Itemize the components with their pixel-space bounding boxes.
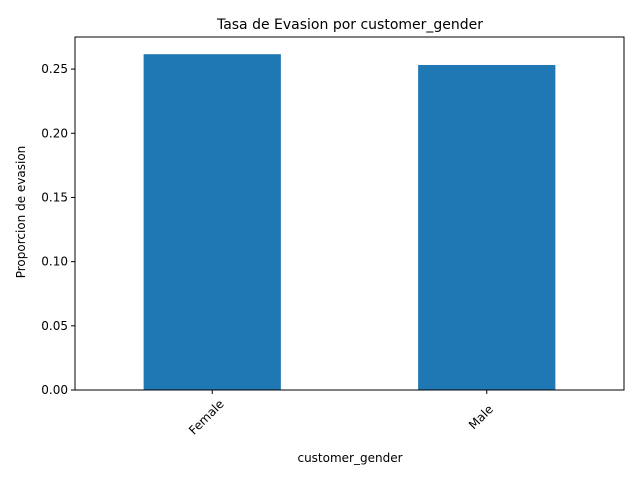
y-tick-label: 0.15 [41, 190, 68, 204]
chart-title: Tasa de Evasion por customer_gender [216, 17, 483, 33]
y-tick-label: 0.05 [41, 319, 68, 333]
y-tick-label: 0.10 [41, 255, 68, 269]
y-axis: 0.00 0.05 0.10 0.15 0.20 0.25 [41, 62, 75, 397]
bar-female [143, 54, 281, 391]
y-tick-label: 0.00 [41, 383, 68, 397]
x-axis-label: customer_gender [297, 451, 402, 465]
x-axis: Female Male [186, 390, 496, 437]
y-tick-label: 0.25 [41, 62, 68, 76]
y-tick-label: 0.20 [41, 126, 68, 140]
x-tick-label: Male [466, 402, 496, 432]
bars [143, 54, 556, 391]
plot-frame [74, 36, 625, 391]
bar-male [418, 64, 556, 390]
x-tick-label: Female [186, 397, 227, 438]
y-axis-label: Proporcion de evasion [14, 146, 28, 279]
